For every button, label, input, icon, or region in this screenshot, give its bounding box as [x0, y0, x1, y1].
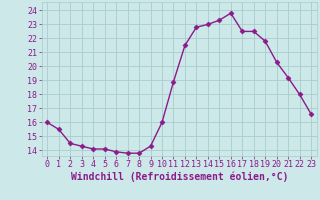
- X-axis label: Windchill (Refroidissement éolien,°C): Windchill (Refroidissement éolien,°C): [70, 172, 288, 182]
